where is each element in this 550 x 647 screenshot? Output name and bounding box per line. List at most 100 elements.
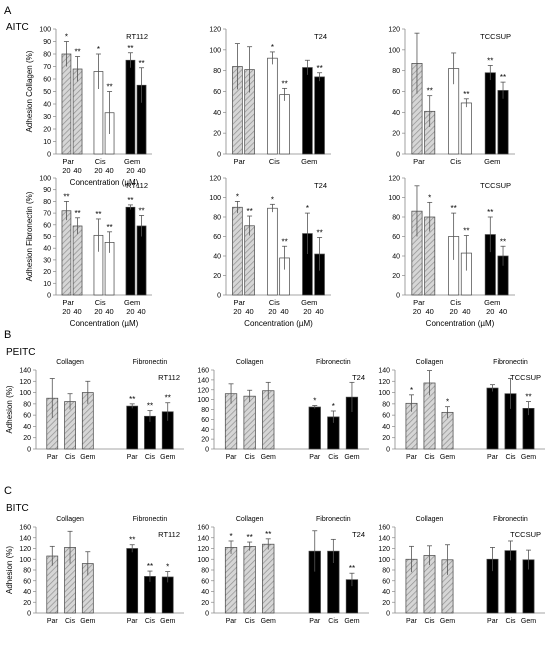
category-tick-label: Cis bbox=[65, 618, 76, 625]
group-tick-label: Gem bbox=[124, 157, 140, 166]
y-tick-label: 160 bbox=[197, 368, 209, 375]
bar-gem-40 bbox=[497, 90, 509, 155]
y-tick-label: 60 bbox=[392, 234, 400, 241]
significance-label: ** bbox=[246, 207, 252, 216]
y-tick-label: 80 bbox=[201, 407, 209, 414]
category-tick-label: Cis bbox=[145, 618, 156, 625]
panel-C-TCCSUP: 0 20 40 60 80 100 120 140 160 TCCSUP Collagen Par Ci… bbox=[378, 516, 545, 625]
y-tick-label: 10 bbox=[43, 281, 51, 288]
significance-label: ** bbox=[281, 237, 287, 246]
y-tick-label: 80 bbox=[382, 401, 390, 408]
significance-label: ** bbox=[349, 564, 355, 573]
bar-collagen-gem bbox=[262, 543, 275, 614]
y-tick-label: 80 bbox=[23, 568, 31, 575]
y-tick-label: 0 bbox=[47, 152, 51, 159]
significance-label: ** bbox=[487, 208, 493, 217]
category-tick-label: Gem bbox=[80, 618, 95, 625]
concentration-tick-label: 40 bbox=[426, 307, 434, 316]
y-tick-label: 140 bbox=[378, 535, 390, 542]
y-axis-label: Adhesion Fibronectin (%) bbox=[25, 191, 34, 281]
significance-label: ** bbox=[106, 223, 112, 232]
group-tick-label: Par bbox=[62, 298, 74, 307]
panel-A-fibronectin-TCCSUP: 020406080100120TCCSUP20*40Par**20**40Cis… bbox=[388, 176, 515, 328]
significance-label: ** bbox=[138, 206, 144, 215]
matrix-label: Fibronectin bbox=[133, 516, 168, 523]
bar-cis-40 bbox=[279, 94, 290, 155]
y-tick-label: 40 bbox=[201, 589, 209, 596]
category-tick-label: Gem bbox=[160, 454, 175, 461]
category-tick-label: Cis bbox=[328, 454, 339, 461]
y-tick-label: 60 bbox=[382, 578, 390, 585]
category-tick-label: Cis bbox=[505, 618, 516, 625]
section-c-title: BITC bbox=[6, 503, 29, 514]
significance-label: ** bbox=[138, 59, 144, 68]
cell-line-label: TCCSUP bbox=[510, 373, 541, 382]
significance-label: * bbox=[332, 402, 335, 411]
significance-label: * bbox=[97, 45, 100, 54]
y-tick-label: 140 bbox=[197, 377, 209, 384]
category-tick-label: Cis bbox=[328, 618, 339, 625]
concentration-tick-label: 40 bbox=[137, 307, 145, 316]
y-tick-label: 0 bbox=[396, 152, 400, 159]
y-tick-label: 70 bbox=[43, 211, 51, 218]
concentration-tick-label: 40 bbox=[462, 307, 470, 316]
significance-label: ** bbox=[463, 227, 469, 236]
significance-label: ** bbox=[129, 395, 135, 404]
y-tick-label: 0 bbox=[27, 611, 31, 618]
category-tick-label: Par bbox=[226, 454, 238, 461]
y-tick-label: 70 bbox=[43, 64, 51, 71]
cell-line-label: TCCSUP bbox=[510, 530, 541, 539]
bar-collagen-gem bbox=[262, 390, 275, 450]
x-axis-label: Concentration (µM) bbox=[426, 319, 495, 328]
category-tick-label: Par bbox=[47, 454, 59, 461]
bar-fibronectin-par bbox=[126, 548, 139, 614]
category-tick-label: Gem bbox=[440, 454, 455, 461]
bar-collagen-par bbox=[224, 547, 238, 614]
y-tick-label: 60 bbox=[392, 89, 400, 96]
y-tick-label: 160 bbox=[378, 525, 390, 532]
category-tick-label: Cis bbox=[424, 618, 435, 625]
y-tick-label: 0 bbox=[217, 293, 221, 300]
y-tick-label: 60 bbox=[201, 578, 209, 585]
significance-label: ** bbox=[74, 209, 80, 218]
concentration-tick-label: 20 bbox=[486, 307, 494, 316]
y-tick-label: 120 bbox=[19, 379, 31, 386]
panel-A-collagen-RT112: 0 10 20 30 40 50 60 70 80 90 100 Adhesion Collagen … bbox=[25, 27, 152, 187]
concentration-tick-label: 40 bbox=[245, 307, 253, 316]
section-a-letter: A bbox=[4, 5, 12, 17]
category-tick-label: Cis bbox=[424, 454, 435, 461]
section-c-letter: C bbox=[4, 485, 12, 497]
category-tick-label: Par bbox=[226, 618, 238, 625]
category-tick-label: Cis bbox=[245, 618, 256, 625]
cell-line-label: RT112 bbox=[158, 530, 180, 539]
significance-label: * bbox=[306, 204, 309, 213]
y-tick-label: 100 bbox=[209, 195, 221, 202]
group-tick-label: Par bbox=[62, 157, 74, 166]
concentration-tick-label: 40 bbox=[73, 166, 81, 175]
group-tick-label: Par bbox=[413, 157, 425, 166]
section-b-letter: B bbox=[4, 329, 11, 341]
bar-gem-20 bbox=[302, 67, 313, 155]
significance-label: ** bbox=[247, 533, 253, 542]
y-tick-label: 0 bbox=[217, 152, 221, 159]
concentration-tick-label: 40 bbox=[105, 166, 113, 175]
category-tick-label: Par bbox=[309, 618, 321, 625]
y-tick-label: 20 bbox=[43, 127, 51, 134]
cell-line-label: TCCSUP bbox=[480, 181, 511, 190]
significance-label: ** bbox=[500, 237, 506, 246]
significance-label: ** bbox=[463, 90, 469, 99]
y-tick-label: 120 bbox=[388, 27, 400, 34]
panel-B-T24: 0 20 40 60 80 100 120 140 160 T24 Collagen Par Cis Ge… bbox=[197, 359, 369, 461]
significance-label: ** bbox=[487, 56, 493, 65]
significance-label: * bbox=[236, 192, 239, 201]
significance-label: ** bbox=[281, 79, 287, 88]
y-tick-label: 50 bbox=[43, 89, 51, 96]
panel-B-TCCSUP: 0 20 40 60 80 100 120 140 TCCSUP Collagen * Par Cis *… bbox=[378, 359, 545, 461]
group-tick-label: Gem bbox=[484, 157, 500, 166]
y-tick-label: 100 bbox=[197, 397, 209, 404]
matrix-label: Collagen bbox=[416, 516, 444, 523]
y-tick-label: 0 bbox=[386, 447, 390, 454]
concentration-tick-label: 20 bbox=[62, 166, 70, 175]
category-tick-label: Gem bbox=[521, 454, 536, 461]
